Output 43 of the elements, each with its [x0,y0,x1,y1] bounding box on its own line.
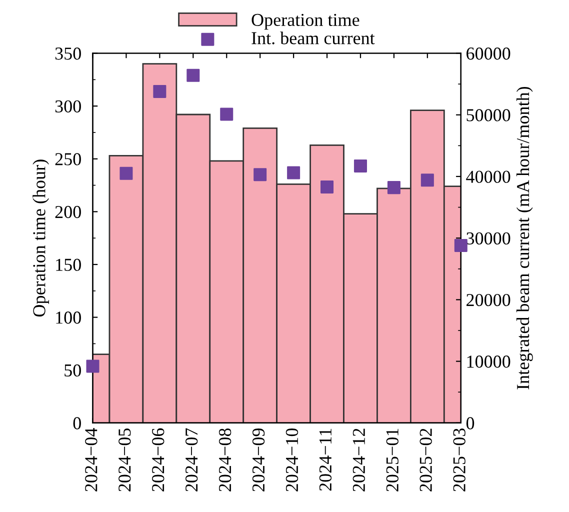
x-tick-label: 2024−06 [152,428,164,492]
y-tick-label: 50 [64,364,81,377]
y-axis-title: Operation time (hour) [32,160,49,317]
point [220,108,234,121]
y2-tick-label: 40000 [466,170,510,183]
point [254,168,267,182]
point [86,360,100,373]
point [153,84,166,98]
point [354,159,367,172]
point [320,180,334,194]
x-tick-label: 2024−09 [252,428,265,492]
y2-tick-label: 10000 [467,356,510,368]
y2-tick-label: 50000 [466,109,510,122]
x-tick-label: 2025−01 [386,428,398,492]
y-tick-label: 300 [55,100,81,112]
y2-axis-title: Integrated beam current (mA hour/month) [516,86,533,390]
x-tick-label: 2024−07 [185,428,198,492]
point [454,238,468,252]
x-tick-label: 2025−03 [453,428,466,492]
y-tick-label: 200 [55,206,81,218]
y-tick-label: 0 [73,417,81,430]
y2-tick-label: 60000 [466,48,510,60]
point [120,166,133,180]
legend-label: Int. beam current [252,32,375,44]
x-tick-label: 2024−12 [352,428,366,492]
point [287,166,300,180]
legend-label: Operation time [252,14,360,30]
x-tick-label: 2024−10 [286,428,298,492]
y-tick-label: 150 [56,258,81,271]
y2-tick-label: 20000 [466,294,510,306]
point [420,174,434,187]
x-tick-label: 2025−02 [420,428,432,492]
x-tick-label: 2024−04 [85,428,98,492]
x-tick-label: 2024−08 [218,428,232,492]
y-tick-label: 100 [56,312,81,324]
y-tick-label: 350 [55,48,81,60]
point [387,181,400,194]
x-tick-label: 2024−05 [118,428,131,492]
y-tick-label: 250 [55,153,81,166]
x-tick-label: 2024−11 [319,428,332,491]
point [186,68,200,82]
y2-tick-label: 30000 [466,232,510,245]
y2-tick-label: 0 [466,417,474,430]
